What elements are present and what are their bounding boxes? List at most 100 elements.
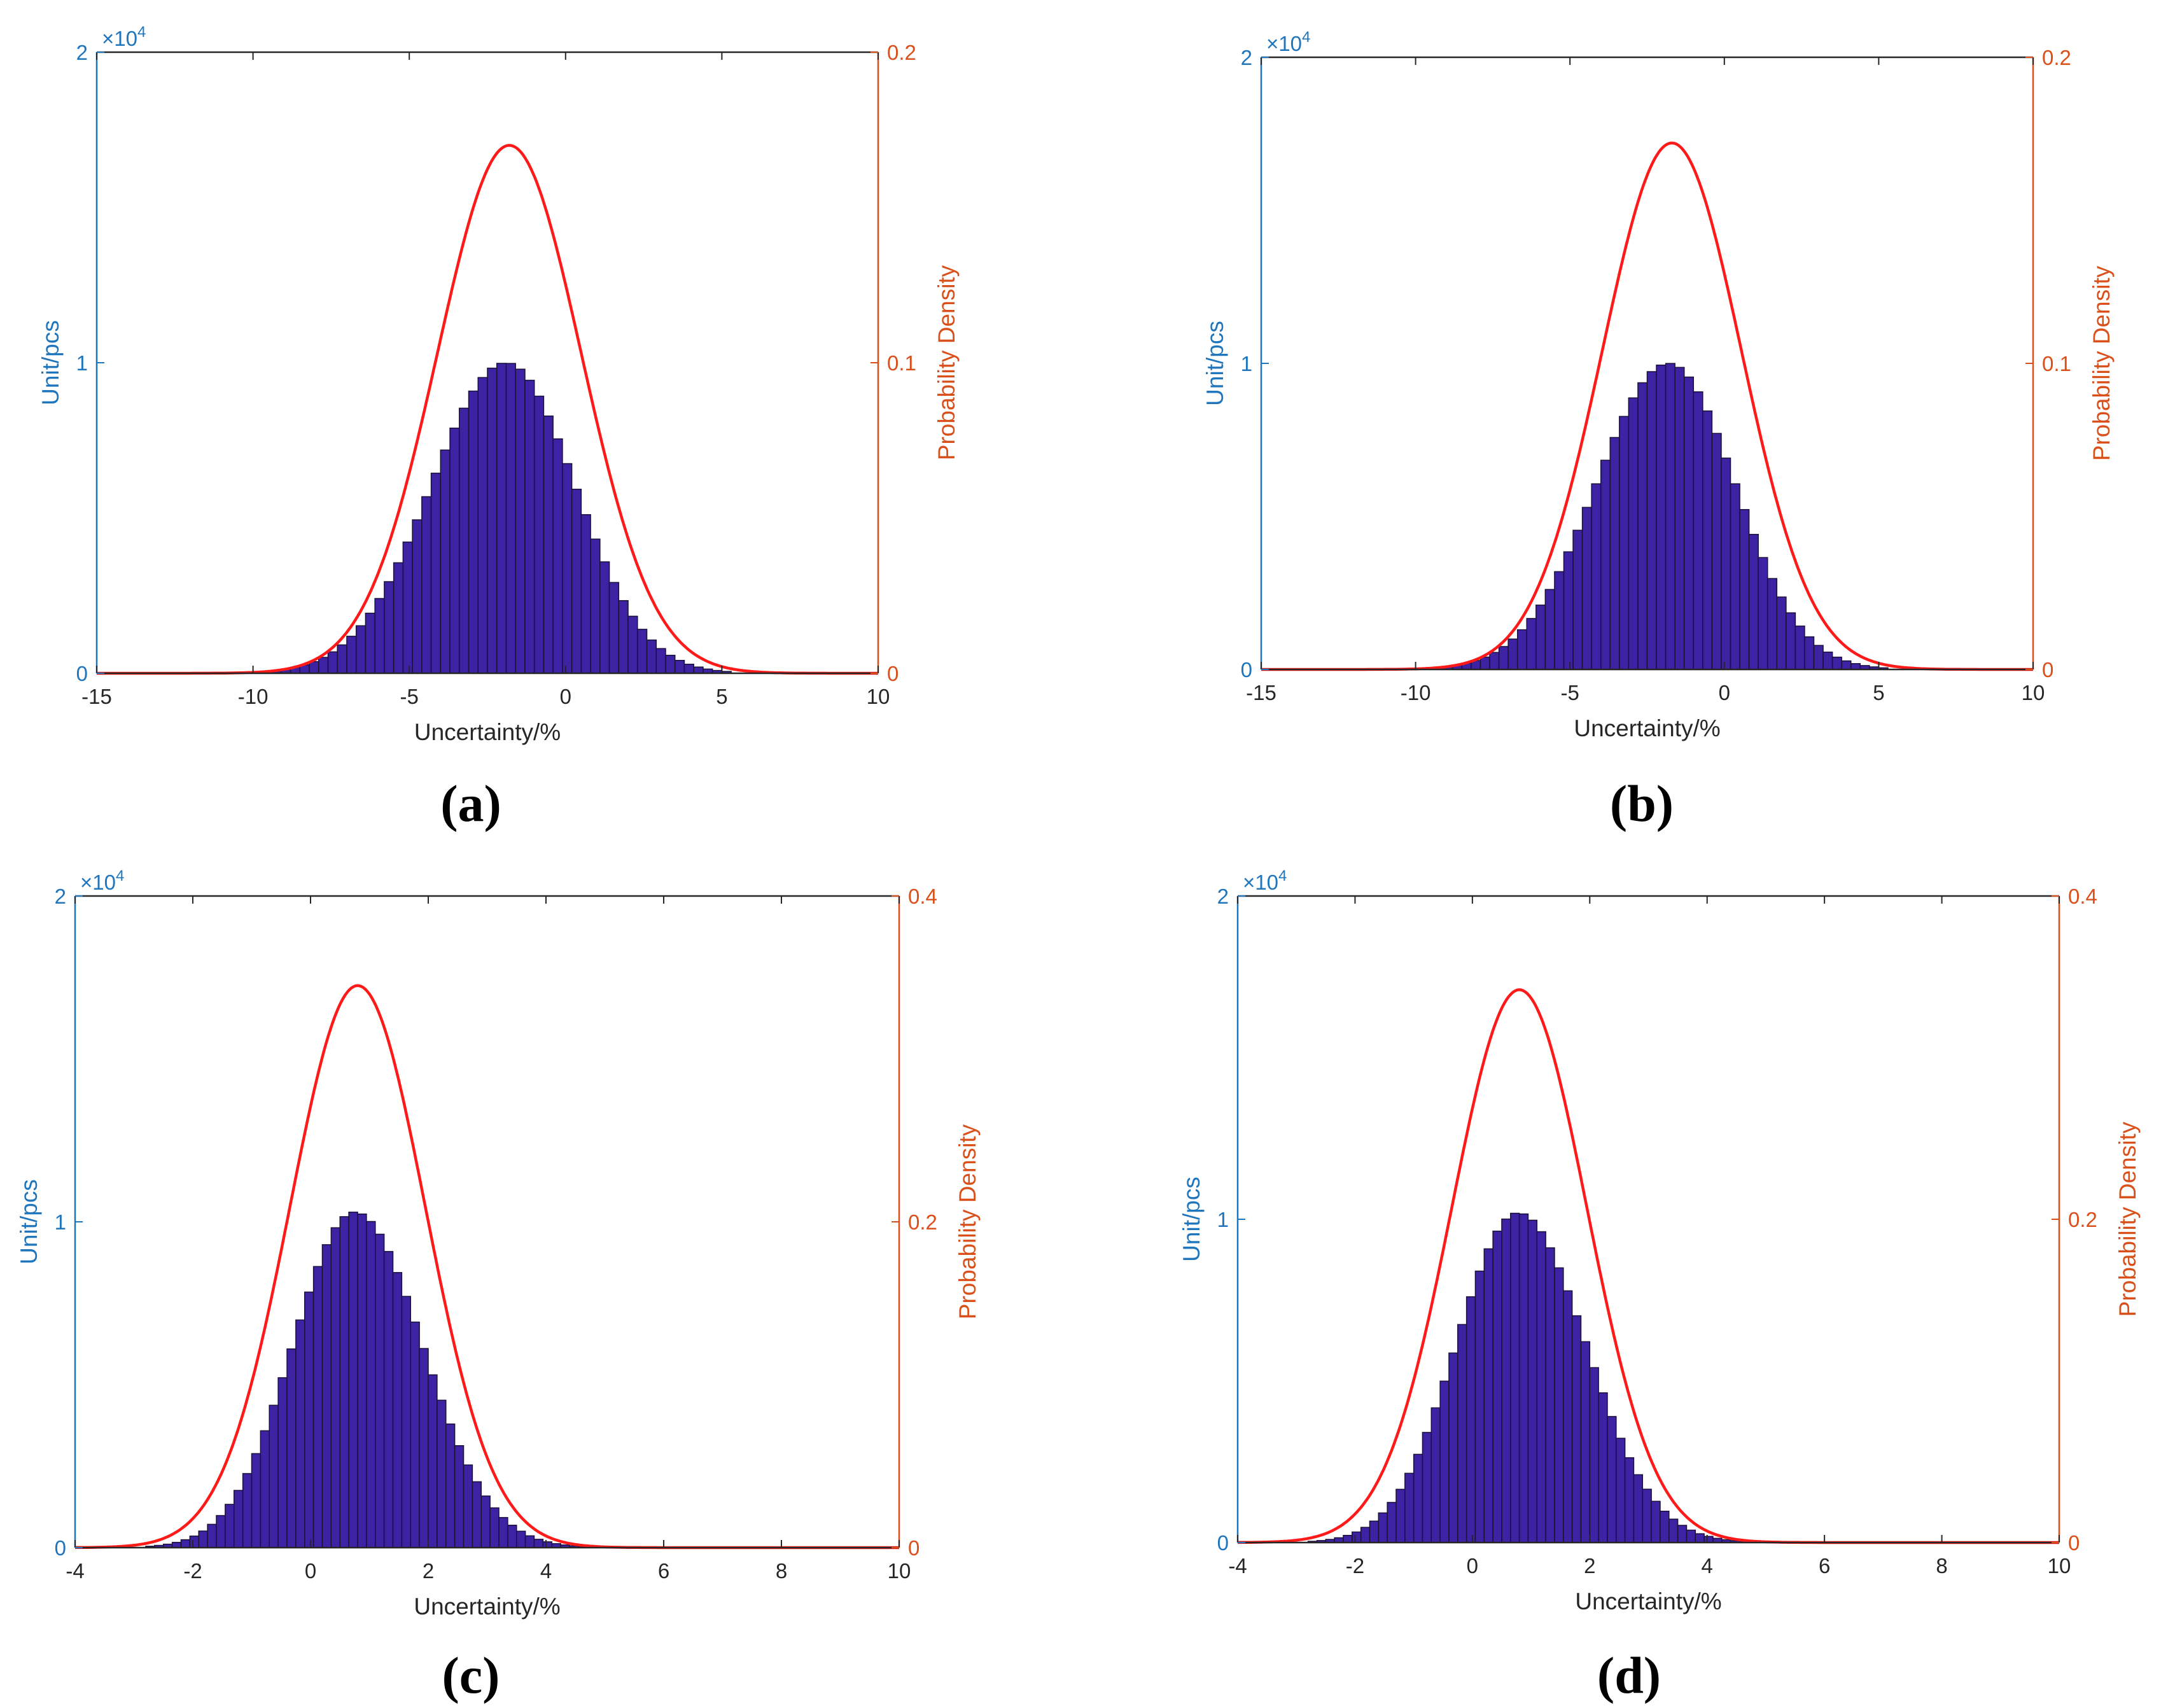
exponent-base: ×10: [1266, 32, 1302, 55]
y-left-tick-label: 2: [76, 41, 88, 64]
y-right-axis-label: Probability Density: [2115, 1121, 2141, 1317]
histogram-bar: [618, 600, 629, 674]
y-left-tick-label: 1: [1217, 1208, 1229, 1231]
histogram-bar: [419, 1348, 429, 1548]
histogram-bar: [1387, 1502, 1397, 1543]
histogram-bar: [1535, 605, 1546, 670]
x-tick-label: 0: [1719, 681, 1730, 704]
histogram-bar: [1794, 626, 1805, 670]
exponent-label: ×104: [80, 867, 124, 894]
histogram-bar: [1850, 663, 1861, 670]
histogram-bar: [365, 612, 375, 674]
x-tick-label: 0: [560, 685, 571, 708]
histogram-bar: [330, 1227, 340, 1548]
histogram-bar: [337, 644, 347, 674]
histogram-bar: [1516, 629, 1528, 670]
histogram-bar: [327, 651, 338, 674]
x-tick-label: 8: [776, 1559, 787, 1583]
histogram-bar: [1703, 1536, 1714, 1543]
exponent-power: 4: [116, 867, 124, 885]
histogram-bar: [1786, 612, 1796, 670]
histogram-bar: [1544, 589, 1555, 670]
histogram-bars: [145, 1212, 588, 1548]
histogram-bar: [1683, 376, 1695, 670]
histogram-bar: [260, 1430, 270, 1548]
histogram-bar: [295, 1319, 305, 1548]
y-left-tick-label: 1: [55, 1210, 66, 1234]
histogram-bar: [1739, 508, 1750, 670]
y-left-tick-label: 2: [1241, 46, 1252, 69]
histogram-bar: [1591, 483, 1602, 670]
histogram-bar: [487, 367, 498, 674]
histogram-bar: [1404, 1473, 1415, 1543]
histogram-bar: [401, 1296, 411, 1548]
histogram-bar: [1457, 1324, 1467, 1543]
histogram-bar: [421, 496, 432, 674]
histogram-bar: [1804, 636, 1815, 670]
exponent-label: ×104: [1266, 29, 1310, 55]
histogram-bar: [524, 379, 535, 674]
histogram-bar: [412, 519, 423, 674]
histogram-bar: [1580, 1341, 1591, 1543]
x-tick-label: 6: [1819, 1554, 1830, 1578]
y-left-tick-label: 0: [76, 662, 88, 685]
histogram-bar: [393, 562, 404, 674]
y-right-tick-label: 0: [2068, 1531, 2080, 1555]
histogram-bar: [1766, 578, 1778, 670]
x-tick-label: -5: [400, 685, 419, 708]
histogram-bar: [1831, 656, 1842, 670]
y-right-tick-label: 0.2: [2068, 1208, 2097, 1231]
histogram-bar: [1536, 1231, 1546, 1543]
histogram-bar: [346, 636, 357, 674]
y-right-tick-label: 0.4: [908, 885, 937, 908]
histogram-bar: [498, 1516, 508, 1548]
histogram-bars: [1307, 1212, 1749, 1543]
exponent-power: 4: [137, 24, 146, 41]
y-right-tick-label: 0: [2042, 658, 2053, 682]
histogram-bar: [637, 629, 648, 674]
histogram-bar: [1554, 571, 1565, 670]
histogram-bar: [1609, 437, 1620, 670]
histogram-bar: [357, 1213, 367, 1548]
y-left-tick-label: 2: [1217, 885, 1229, 908]
histogram-bar: [552, 438, 563, 674]
histogram-bar: [477, 377, 488, 674]
histogram-bar: [366, 1221, 376, 1548]
histogram-bar: [1589, 1367, 1599, 1543]
histogram-bar: [459, 407, 470, 674]
x-axis-label: Uncertainty/%: [414, 1593, 560, 1620]
histogram-bar: [1489, 652, 1500, 670]
histogram-bar: [1660, 1511, 1670, 1543]
histogram-bar: [410, 1321, 420, 1548]
x-tick-label: 6: [658, 1559, 669, 1583]
y-right-tick-label: 0: [908, 1536, 920, 1560]
chart-panel-d: -4 -2 0 2 4 6 8 1001200.20.4×104Uncertainty/%Un…: [1178, 867, 2141, 1704]
y-right-axis-label: Probability Density: [2088, 265, 2115, 461]
density-curve: [74, 984, 899, 1550]
histogram-bar: [1526, 618, 1537, 670]
histogram-bar: [1581, 507, 1592, 670]
histogram-bar: [234, 1490, 244, 1548]
histogram-bar: [440, 449, 451, 674]
histogram-bar: [608, 582, 620, 674]
histogram-bar: [655, 648, 666, 674]
x-axis-label: Uncertainty/%: [1574, 715, 1720, 741]
y-right-tick-label: 0.2: [2042, 46, 2071, 69]
exponent-label: ×104: [1243, 867, 1287, 894]
x-tick-label: -4: [1228, 1554, 1247, 1578]
histogram-bar: [339, 1216, 349, 1548]
histogram-bar: [1607, 1416, 1617, 1543]
histogram-bar: [599, 561, 610, 674]
histogram-bar: [1343, 1534, 1353, 1543]
histogram-bar: [1619, 416, 1630, 670]
histogram-bar: [524, 1535, 535, 1548]
y-right-tick-label: 0.1: [2042, 352, 2071, 375]
y-left-tick-label: 1: [76, 351, 88, 375]
y-left-axis-label: Unit/pcs: [38, 320, 64, 405]
histogram-bar: [321, 1244, 332, 1548]
histogram-bar: [437, 1399, 447, 1548]
histogram-bar: [463, 1464, 473, 1548]
density-curve: [1237, 988, 2059, 1544]
histogram-bar: [1554, 1267, 1564, 1543]
